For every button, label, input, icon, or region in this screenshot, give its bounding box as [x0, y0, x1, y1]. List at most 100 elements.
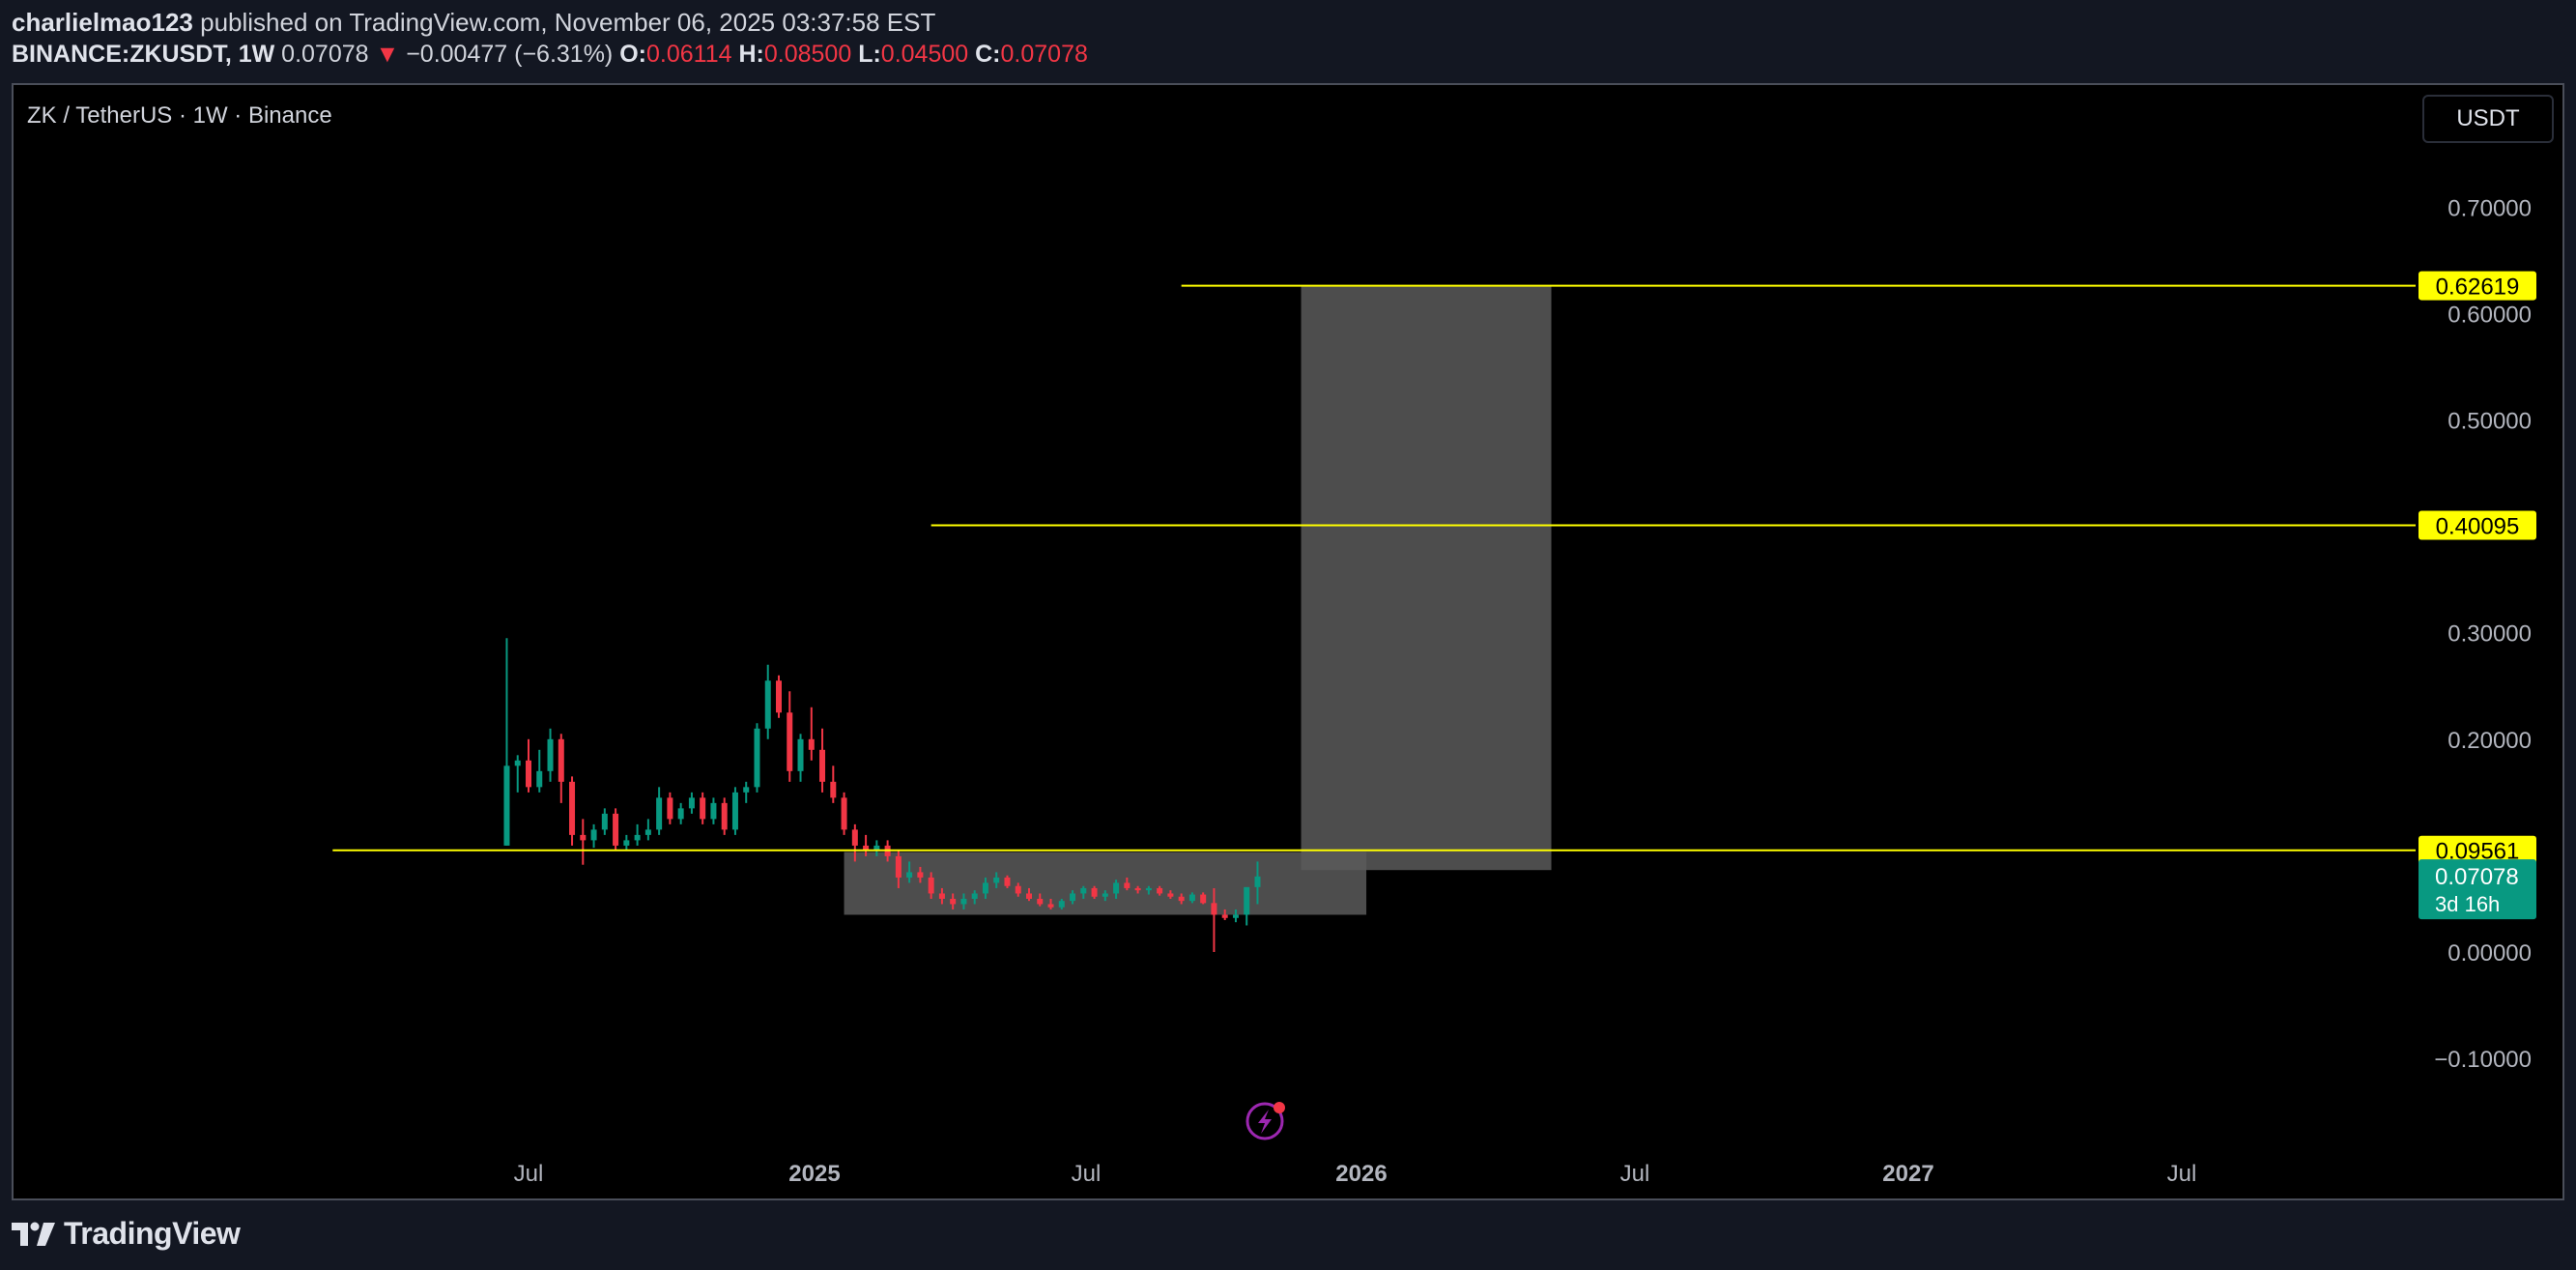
price-change: −0.00477 (−6.31%) — [406, 41, 614, 68]
candle-body — [1058, 901, 1065, 908]
open-label: O: — [619, 41, 646, 68]
candle-body — [993, 877, 1000, 883]
level-price-label: 0.62619 — [2436, 274, 2520, 301]
candle-body — [514, 760, 521, 766]
candle-body — [569, 781, 576, 835]
candle-body — [721, 802, 728, 830]
candle-body — [731, 792, 738, 830]
candle-body — [1091, 887, 1098, 897]
candle-body — [536, 770, 543, 788]
x-tick-label: 2026 — [1335, 1161, 1387, 1187]
event-marker-icon[interactable] — [1245, 1102, 1284, 1140]
candle-body — [928, 877, 934, 894]
top-info-bar: charlielmao123 published on TradingView.… — [0, 0, 2576, 82]
candle-body — [841, 797, 847, 830]
y-tick-label: 0.50000 — [2447, 409, 2532, 435]
candle-body — [787, 712, 793, 771]
author-name[interactable]: charlielmao123 — [12, 8, 193, 37]
x-tick-label: Jul — [2167, 1161, 2197, 1187]
candle-body — [526, 760, 531, 788]
candle-body — [808, 738, 815, 750]
level-price-tag — [2419, 510, 2536, 540]
candle-body — [547, 738, 554, 771]
level-price-label: 0.40095 — [2436, 514, 2520, 540]
projection-zone-1[interactable] — [1301, 285, 1552, 871]
candle-body — [1037, 898, 1044, 905]
candle-body — [1244, 886, 1250, 915]
ohlc-legend: BINANCE:ZKUSDT, 1W 0.07078 ▼ −0.00477 (−… — [12, 41, 1088, 69]
publish-line: charlielmao123 published on TradingView.… — [12, 8, 935, 38]
x-tick-label: Jul — [1620, 1161, 1650, 1187]
published-text: published on TradingView.com, November 0… — [200, 8, 936, 37]
change-down-arrow-icon: ▼ — [375, 41, 400, 68]
candle-body — [1188, 894, 1195, 902]
candle-body — [819, 749, 826, 782]
candle-body — [1070, 893, 1076, 902]
candle-body — [700, 797, 706, 820]
close-value: 0.07078 — [1000, 41, 1088, 68]
candle-body — [917, 872, 924, 878]
chart-pane[interactable] — [12, 83, 2564, 1200]
candle-body — [1232, 914, 1239, 918]
lightning-icon — [1258, 1110, 1272, 1134]
x-tick-label: 2025 — [788, 1161, 840, 1187]
low-value: 0.04500 — [880, 41, 969, 68]
candle-body — [1004, 877, 1011, 886]
candle-body — [1080, 887, 1087, 894]
candle-body — [743, 787, 750, 793]
candle-body — [895, 855, 902, 878]
candle-body — [754, 728, 760, 788]
candle-body — [982, 882, 988, 894]
high-label: H: — [738, 41, 764, 68]
candle-body — [1026, 893, 1032, 899]
candle-body — [613, 813, 619, 846]
candle-body — [851, 829, 858, 846]
y-tick-label: −0.10000 — [2434, 1047, 2532, 1073]
candle-body — [601, 813, 608, 830]
candle-body — [590, 829, 597, 841]
y-tick-label: 0.60000 — [2447, 302, 2532, 328]
y-tick-label: 0.00000 — [2447, 940, 2532, 967]
candle-body — [710, 802, 717, 820]
projection-zone-0[interactable] — [844, 851, 1367, 915]
notification-dot-icon — [1274, 1102, 1285, 1113]
y-tick-label: 0.30000 — [2447, 621, 2532, 648]
candle-body — [667, 797, 673, 820]
candle-body — [1124, 882, 1131, 888]
current-price-tag — [2419, 859, 2536, 920]
footer — [0, 1202, 2576, 1270]
candle-body — [656, 797, 663, 830]
tradingview-logo-text: TradingView — [64, 1216, 241, 1251]
candle-body — [1145, 887, 1152, 891]
tradingview-logo[interactable]: TradingView — [12, 1216, 241, 1252]
candle-body — [1015, 885, 1021, 894]
currency-button[interactable]: USDT — [2422, 95, 2554, 143]
candle-body — [1113, 882, 1120, 894]
candle-body — [938, 893, 945, 899]
level-price-tag — [2419, 835, 2536, 865]
candle-body — [677, 808, 684, 820]
current-price-label: 0.07078 — [2435, 864, 2519, 890]
last-price: 0.07078 — [281, 41, 369, 68]
countdown-label: 3d 16h — [2435, 892, 2500, 916]
candle-body — [863, 845, 870, 851]
candle-body — [1200, 894, 1207, 904]
candle-body — [906, 872, 913, 878]
candle-body — [503, 765, 510, 846]
close-label: C: — [975, 41, 1001, 68]
x-tick-label: Jul — [514, 1161, 544, 1187]
candle-body — [797, 738, 804, 771]
candle-body — [960, 898, 967, 905]
tradingview-logo-icon — [12, 1222, 55, 1246]
open-value: 0.06114 — [646, 41, 732, 68]
candle-body — [634, 834, 641, 841]
candle-body — [873, 845, 880, 851]
candle-body — [971, 893, 978, 899]
candle-body — [1254, 876, 1261, 887]
candle-body — [776, 680, 782, 713]
candle-body — [1167, 893, 1174, 897]
x-tick-label: 2027 — [1882, 1161, 1933, 1187]
y-tick-label: 0.70000 — [2447, 195, 2532, 221]
candle-body — [1157, 887, 1163, 894]
